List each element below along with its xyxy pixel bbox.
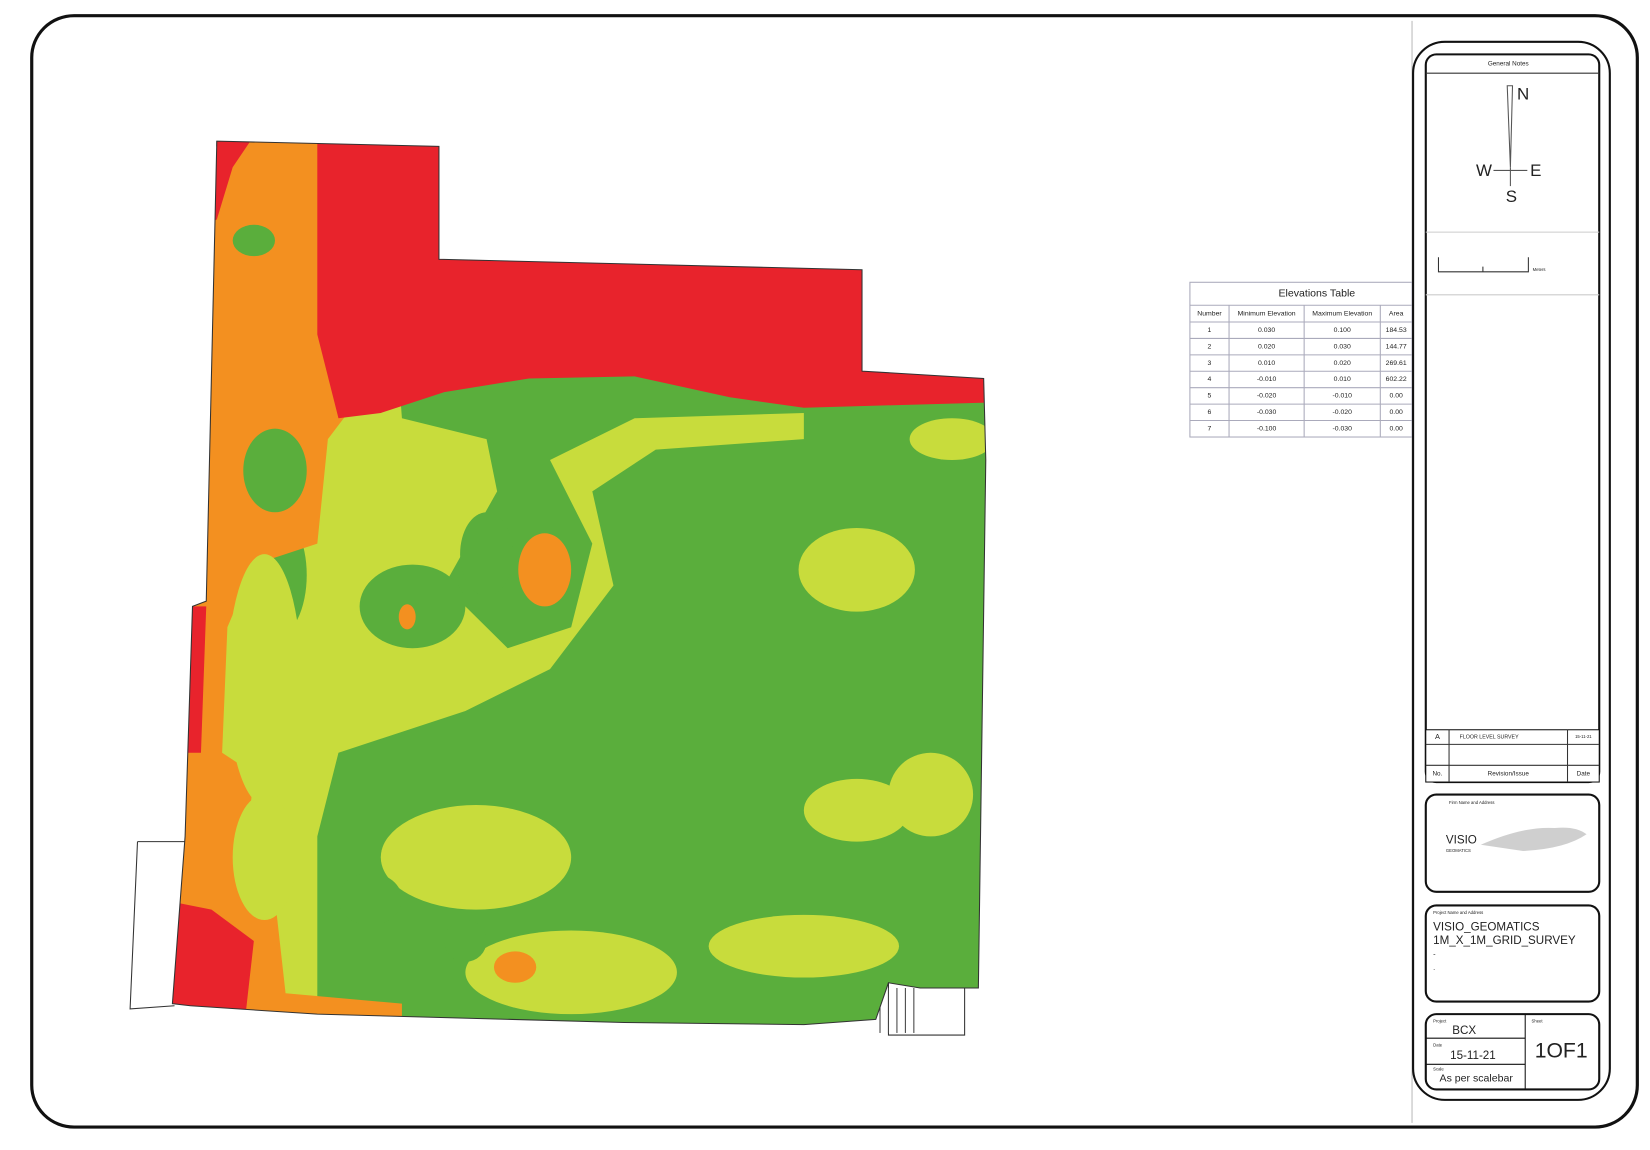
- table-cell: 0.020: [1258, 343, 1275, 350]
- table-cell: 184.53: [1386, 327, 1407, 334]
- project-panel: [1424, 904, 1601, 1003]
- table-cell: 3: [1208, 360, 1212, 367]
- sheet-number: 1OF1: [1535, 1039, 1588, 1062]
- table-cell: 0.00: [1389, 409, 1403, 416]
- scale-label: Scale: [1433, 1067, 1444, 1072]
- table-cell: -0.020: [1332, 409, 1352, 416]
- table-cell: -0.030: [1332, 426, 1352, 433]
- project-line: VISIO_GEOMATICS: [1433, 921, 1540, 933]
- project-code-label: Project: [1433, 1019, 1447, 1024]
- table-cell: 602.22: [1386, 376, 1407, 383]
- table-cell: 0.00: [1389, 426, 1403, 433]
- firm-sub: GEOMATICS: [1446, 848, 1471, 853]
- table-cell: 2: [1208, 343, 1212, 350]
- table-cell: -0.010: [1332, 393, 1352, 400]
- date: 15-11-21: [1450, 1050, 1496, 1062]
- table-cell: 0.010: [1334, 376, 1351, 383]
- north-arrow: [1493, 85, 1528, 187]
- table-cell: 5: [1208, 393, 1212, 400]
- logo-scan: [1480, 827, 1587, 852]
- table-cell: 144.77: [1386, 343, 1407, 350]
- table-cell: 7: [1208, 426, 1212, 433]
- table-cell: 0.00: [1389, 393, 1403, 400]
- plan-outline: [129, 141, 966, 1036]
- table-cell: 0.100: [1334, 327, 1351, 334]
- scale-unit: Meters: [1533, 267, 1546, 272]
- project-line: 1M_X_1M_GRID_SURVEY: [1433, 935, 1576, 947]
- revision-date: 15-11-21: [1575, 734, 1592, 739]
- table-cell: 0.030: [1334, 343, 1351, 350]
- header-issue: Revision/Issue: [1488, 770, 1530, 777]
- table-cell: -0.010: [1257, 376, 1277, 383]
- elevation-heatmap: [172, 141, 986, 1025]
- compass-s: S: [1506, 187, 1517, 206]
- notes-title: General Notes: [1488, 60, 1529, 67]
- column-header: Area: [1389, 310, 1404, 317]
- project-code: BCX: [1452, 1025, 1476, 1037]
- revision-no: A: [1435, 732, 1440, 741]
- column-header: Maximum Elevation: [1312, 310, 1372, 317]
- project-line: .: [1433, 963, 1435, 972]
- notes-panel: [1424, 53, 1601, 784]
- table-cell: -0.100: [1257, 426, 1277, 433]
- building-outline: [171, 140, 987, 1026]
- elevations-table: Elevations Table Number Minimum Elevation…: [1189, 281, 1413, 438]
- sheet: Elevations Table Number Minimum Elevation…: [30, 14, 1639, 1129]
- revisions: A FLOOR LEVEL SURVEY 15-11-21 No. Revisi…: [1425, 729, 1600, 783]
- sheet-label: Sheet: [1532, 1019, 1544, 1024]
- title-block: [1412, 40, 1611, 1101]
- table-cell: 1: [1208, 327, 1212, 334]
- firm-label: Firm Name and Address: [1449, 800, 1494, 805]
- firm-name: VISIO: [1446, 835, 1477, 847]
- project-line: -: [1433, 950, 1436, 959]
- table-cell: 269.61: [1386, 360, 1407, 367]
- date-label: Date: [1433, 1043, 1443, 1048]
- sheet-panel: [1424, 1013, 1601, 1091]
- table-cell: -0.030: [1257, 409, 1277, 416]
- revision-issue: FLOOR LEVEL SURVEY: [1460, 734, 1519, 740]
- table-cell: 6: [1208, 409, 1212, 416]
- scale-bar: [1437, 257, 1529, 273]
- table-cell: -0.020: [1257, 393, 1277, 400]
- table-cell: 0.030: [1258, 327, 1275, 334]
- compass-e: E: [1530, 161, 1541, 180]
- header-no: No.: [1432, 770, 1442, 777]
- stairs: [879, 987, 915, 1033]
- project-label: Project Name and Address: [1433, 910, 1483, 915]
- compass-w: W: [1476, 161, 1492, 180]
- sheet-border: [30, 14, 1639, 1129]
- header-date: Date: [1577, 770, 1591, 777]
- scale: As per scalebar: [1440, 1073, 1514, 1085]
- column-header: Number: [1197, 310, 1222, 317]
- table-cell: 0.020: [1334, 360, 1351, 367]
- revisions-frame: [1425, 729, 1600, 783]
- column-header: Minimum Elevation: [1238, 310, 1296, 317]
- table-title: Elevations Table: [1278, 288, 1355, 300]
- table-cell: 0.010: [1258, 360, 1275, 367]
- compass-n: N: [1517, 85, 1529, 104]
- table-cell: 4: [1208, 376, 1212, 383]
- firm-panel: [1424, 793, 1601, 893]
